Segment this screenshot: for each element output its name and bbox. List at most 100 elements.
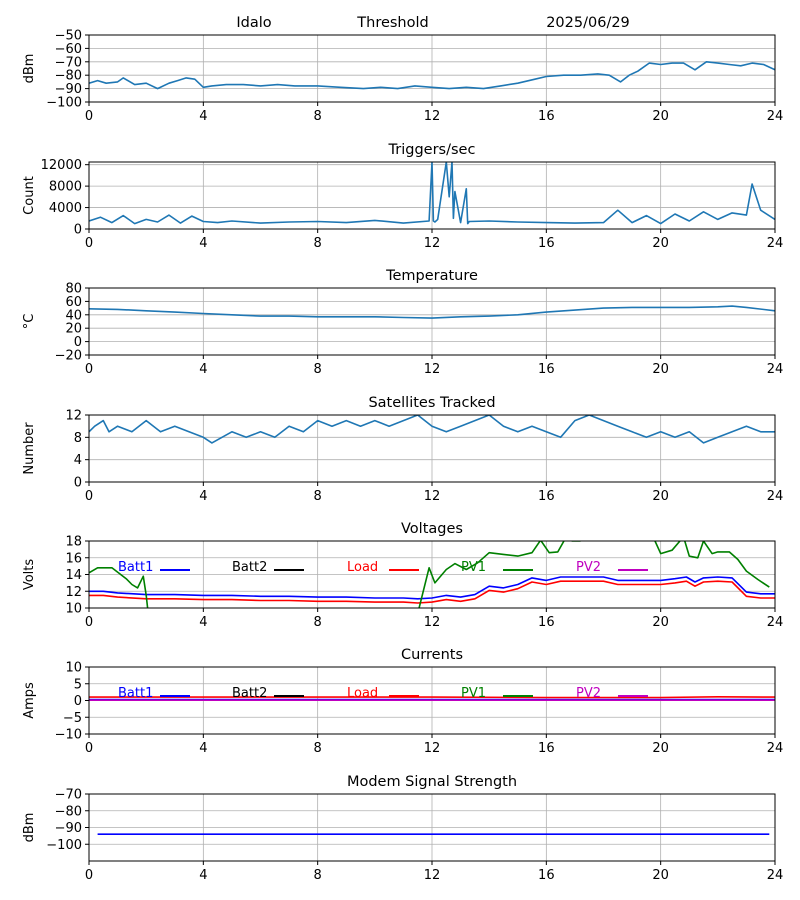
header-station: Idalo bbox=[236, 15, 271, 31]
modem-xtick-label: 24 bbox=[767, 868, 784, 883]
voltages-legend-batt2: Batt2 bbox=[232, 560, 267, 575]
voltages-legend-pv2: PV2 bbox=[576, 560, 601, 575]
voltages-xtick-label: 12 bbox=[424, 615, 441, 630]
currents-xtick-label: 24 bbox=[767, 741, 784, 756]
temperature-xtick-label: 12 bbox=[424, 362, 441, 377]
currents-ytick-label: 5 bbox=[74, 677, 82, 692]
voltages-xtick-label: 20 bbox=[652, 615, 669, 630]
temperature-ytick-label: 0 bbox=[74, 335, 82, 350]
triggers-xtick-label: 8 bbox=[314, 236, 322, 251]
temperature-ylabel: °C bbox=[22, 314, 37, 330]
voltages-title: Voltages bbox=[401, 521, 463, 537]
voltages-xtick-label: 24 bbox=[767, 615, 784, 630]
triggers-xtick-label: 0 bbox=[85, 236, 93, 251]
currents-ytick-label: 10 bbox=[65, 661, 82, 676]
satellites-ylabel: Number bbox=[22, 422, 37, 475]
temperature-series-group bbox=[89, 305, 775, 319]
currents-xtick-label: 20 bbox=[652, 741, 669, 756]
currents-ytick-label: −5 bbox=[63, 711, 82, 726]
header-mode: Threshold bbox=[356, 15, 428, 31]
voltages-ytick-label: 14 bbox=[65, 568, 82, 583]
voltages-legend-load: Load bbox=[347, 560, 378, 575]
satellites-xtick-label: 16 bbox=[538, 489, 555, 504]
modem-title: Modem Signal Strength bbox=[347, 774, 517, 790]
currents-series-group bbox=[89, 695, 775, 702]
modem-xtick-label: 16 bbox=[538, 868, 555, 883]
triggers-series-line bbox=[89, 162, 775, 225]
modem-ytick-label: −70 bbox=[55, 788, 82, 803]
modem-xtick-label: 12 bbox=[424, 868, 441, 883]
voltages-ytick-label: 16 bbox=[65, 551, 82, 566]
threshold-xtick-label: 8 bbox=[314, 109, 322, 124]
temperature-ytick-label: 60 bbox=[65, 295, 82, 310]
threshold-ytick-label: −80 bbox=[55, 69, 82, 84]
satellites-xtick-label: 20 bbox=[652, 489, 669, 504]
temperature-xtick-label: 0 bbox=[85, 362, 93, 377]
temperature-xtick-label: 8 bbox=[314, 362, 322, 377]
satellites-xtick-label: 8 bbox=[314, 489, 322, 504]
currents-ytick-label: −10 bbox=[55, 728, 82, 743]
threshold-series-group bbox=[89, 60, 775, 90]
modem-ytick-label: −90 bbox=[55, 821, 82, 836]
satellites-ytick-label: 8 bbox=[74, 431, 82, 446]
currents-xtick-label: 16 bbox=[538, 741, 555, 756]
currents-legend-load: Load bbox=[347, 686, 378, 701]
currents-xtick-label: 0 bbox=[85, 741, 93, 756]
triggers-ytick-label: 0 bbox=[74, 223, 82, 238]
threshold-xtick-label: 16 bbox=[538, 109, 555, 124]
modem-xtick-label: 20 bbox=[652, 868, 669, 883]
voltages-batt1-line bbox=[89, 576, 775, 600]
threshold-xtick-label: 20 bbox=[652, 109, 669, 124]
voltages-ylabel: Volts bbox=[22, 559, 37, 591]
threshold-xtick-label: 4 bbox=[199, 109, 207, 124]
voltages-xtick-label: 0 bbox=[85, 615, 93, 630]
voltages-load-line bbox=[89, 580, 775, 604]
modem-panel: 0 4 8 12 16 20 24 −100 −90 −80−70 Modem Signal Str… bbox=[22, 774, 783, 883]
temperature-ytick-label: 40 bbox=[65, 308, 82, 323]
threshold-ytick-label: −100 bbox=[46, 96, 82, 111]
triggers-xtick-label: 24 bbox=[767, 236, 784, 251]
satellites-ytick-label: 4 bbox=[74, 453, 82, 468]
voltages-ytick-label: 12 bbox=[65, 585, 82, 600]
triggers-xtick-label: 16 bbox=[538, 236, 555, 251]
voltages-legend-batt1: Batt1 bbox=[118, 560, 153, 575]
voltages-ytick-label: 10 bbox=[65, 602, 82, 617]
triggers-ytick-label: 4000 bbox=[49, 201, 82, 216]
threshold-ytick-label: −90 bbox=[55, 82, 82, 97]
satellites-xtick-label: 24 bbox=[767, 489, 784, 504]
voltages-pv1-line bbox=[418, 541, 581, 608]
threshold-ytick-label: −70 bbox=[55, 55, 82, 70]
satellites-series-group bbox=[89, 415, 775, 444]
currents-ytick-label: 0 bbox=[74, 694, 82, 709]
satellites-xtick-label: 0 bbox=[85, 489, 93, 504]
temperature-ytick-label: 20 bbox=[65, 322, 82, 337]
satellites-ytick-label: 12 bbox=[65, 409, 82, 424]
temperature-xtick-label: 16 bbox=[538, 362, 555, 377]
header-date: 2025/06/29 bbox=[546, 15, 630, 31]
modem-xtick-label: 4 bbox=[199, 868, 207, 883]
triggers-panel: 0 4 8 12 16 20 24 0 4000 8000 12000 Triggers/sec Cou… bbox=[22, 142, 783, 251]
triggers-xtick-label: 4 bbox=[199, 236, 207, 251]
currents-title: Currents bbox=[401, 647, 463, 663]
currents-legend-batt2: Batt2 bbox=[232, 686, 267, 701]
temperature-ytick-label: −20 bbox=[55, 349, 82, 364]
temperature-ytick-label: 80 bbox=[65, 282, 82, 297]
temperature-xtick-label: 20 bbox=[652, 362, 669, 377]
temperature-xtick-label: 24 bbox=[767, 362, 784, 377]
triggers-series-group bbox=[89, 162, 775, 225]
triggers-title: Triggers/sec bbox=[388, 142, 476, 158]
modem-xtick-label: 8 bbox=[314, 868, 322, 883]
currents-legend-pv2: PV2 bbox=[576, 686, 601, 701]
threshold-xtick-label: 24 bbox=[767, 109, 784, 124]
threshold-series-line bbox=[89, 60, 775, 90]
voltages-xtick-label: 8 bbox=[314, 615, 322, 630]
currents-legend-batt1: Batt1 bbox=[118, 686, 153, 701]
temperature-title: Temperature bbox=[385, 268, 478, 284]
voltages-pv1-line bbox=[89, 566, 149, 608]
voltages-legend-pv1: PV1 bbox=[461, 560, 486, 575]
threshold-xtick-label: 12 bbox=[424, 109, 441, 124]
voltages-ytick-label: 18 bbox=[65, 535, 82, 550]
